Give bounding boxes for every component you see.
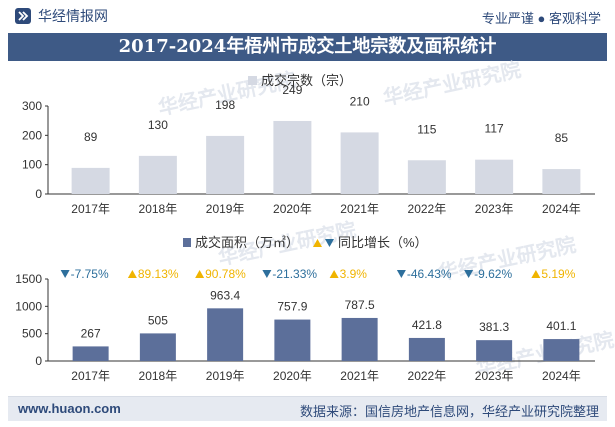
footer: www.huaon.com 数据来源：国信房地产信息网，华经产业研究院整理 bbox=[8, 396, 607, 421]
brand[interactable]: 华经情报网 bbox=[14, 7, 108, 25]
bar-parcels bbox=[542, 169, 581, 194]
data-label-parcels: 249 bbox=[282, 83, 302, 97]
y-tick-label: 1500 bbox=[15, 272, 42, 286]
x-tick-label: 2023年 bbox=[475, 202, 514, 216]
bar-parcels bbox=[138, 155, 177, 194]
data-label-parcels: 198 bbox=[215, 98, 235, 112]
x-tick-label: 2022年 bbox=[408, 369, 447, 383]
bar-area bbox=[72, 346, 109, 361]
bar-parcels bbox=[340, 132, 379, 194]
data-label-area: 963.4 bbox=[210, 288, 240, 302]
bar-parcels bbox=[475, 159, 514, 194]
growth-down-triangle-icon bbox=[396, 270, 406, 278]
legend-down-triangle-icon bbox=[325, 239, 334, 247]
x-tick-label: 2021年 bbox=[340, 369, 379, 383]
growth-label: 5.19% bbox=[541, 267, 575, 281]
growth-label: -21.33% bbox=[272, 267, 317, 281]
chart-land-parcels: 成交宗数（宗） 0 100 200 300 89 2017年 130 2018年 198 2019年… bbox=[22, 73, 595, 216]
growth-down-triangle-icon bbox=[60, 270, 70, 278]
x-tick-label: 2019年 bbox=[206, 369, 245, 383]
legend-swatch-area bbox=[183, 238, 191, 247]
x-tick-label: 2021年 bbox=[340, 202, 379, 216]
chart-land-area: 成交面积（万㎡） 同比增长（%） 0 500 1000 1500 267 2017年 -7.75… bbox=[15, 235, 595, 383]
x-tick-label: 2023年 bbox=[475, 369, 514, 383]
bar-area bbox=[476, 340, 513, 361]
y-tick-label: 500 bbox=[22, 327, 42, 341]
x-tick-label: 2022年 bbox=[408, 202, 447, 216]
bar-parcels bbox=[273, 120, 312, 194]
growth-up-triangle-icon bbox=[329, 270, 339, 278]
legend-up-triangle-icon bbox=[313, 239, 322, 247]
x-tick-label: 2017年 bbox=[71, 369, 110, 383]
y-tick-label: 0 bbox=[35, 187, 42, 201]
y-tick-label: 200 bbox=[22, 128, 42, 142]
bar-parcels bbox=[71, 167, 110, 194]
legend-label-area: 成交面积（万㎡） bbox=[195, 235, 299, 250]
x-tick-label: 2018年 bbox=[139, 369, 178, 383]
slogan: 专业严谨 ● 客观科学 bbox=[481, 11, 601, 26]
growth-label: 89.13% bbox=[138, 267, 179, 281]
x-tick-label: 2020年 bbox=[273, 369, 312, 383]
legend-swatch-parcels bbox=[248, 76, 257, 85]
data-label-parcels: 130 bbox=[148, 118, 168, 132]
data-label-area: 381.3 bbox=[479, 320, 509, 334]
bar-area bbox=[408, 337, 445, 361]
x-tick-label: 2024年 bbox=[542, 202, 581, 216]
bar-area bbox=[139, 333, 176, 361]
bar-area bbox=[274, 319, 311, 361]
x-tick-label: 2019年 bbox=[206, 202, 245, 216]
data-label-parcels: 85 bbox=[555, 131, 569, 145]
data-label-area: 757.9 bbox=[277, 300, 307, 314]
header-bar: 华经情报网 专业严谨 ● 客观科学 bbox=[0, 0, 615, 32]
growth-label: -9.62% bbox=[474, 267, 512, 281]
y-tick-label: 300 bbox=[22, 99, 42, 113]
data-label-area: 505 bbox=[148, 313, 168, 327]
growth-label: 3.9% bbox=[340, 267, 368, 281]
data-label-parcels: 115 bbox=[417, 122, 436, 136]
bar-area bbox=[207, 308, 244, 361]
bar-area bbox=[341, 317, 378, 361]
chart-title: 2017-2024年梧州市成交土地宗数及面积统计 bbox=[8, 33, 607, 61]
x-tick-label: 2024年 bbox=[542, 369, 581, 383]
charts-canvas: 华经产业研究院华经产业研究院华经产业研究院华经产业研究院华经产业研究院 成交宗数… bbox=[15, 57, 615, 383]
growth-up-triangle-icon bbox=[195, 270, 205, 278]
legend-label-parcels: 成交宗数（宗） bbox=[261, 73, 352, 88]
bar-area bbox=[543, 339, 580, 361]
growth-up-triangle-icon bbox=[531, 270, 541, 278]
x-tick-label: 2018年 bbox=[139, 202, 178, 216]
growth-down-triangle-icon bbox=[262, 270, 272, 278]
data-label-parcels: 89 bbox=[84, 130, 98, 144]
footer-source: 数据来源：国信房地产信息网，华经产业研究院整理 bbox=[299, 404, 599, 419]
x-tick-label: 2020年 bbox=[273, 202, 312, 216]
data-label-area: 787.5 bbox=[345, 298, 375, 312]
growth-down-triangle-icon bbox=[464, 270, 474, 278]
bar-parcels bbox=[407, 160, 446, 194]
legend-label-growth: 同比增长（%） bbox=[338, 235, 428, 250]
logo-icon bbox=[15, 8, 31, 24]
footer-website[interactable]: www.huaon.com bbox=[18, 401, 121, 416]
data-label-parcels: 210 bbox=[350, 94, 370, 108]
y-tick-label: 1000 bbox=[15, 299, 42, 313]
bar-parcels bbox=[206, 135, 245, 194]
watermark-text: 华经产业研究院 bbox=[381, 57, 523, 110]
growth-label: -46.43% bbox=[407, 267, 452, 281]
brand-name: 华经情报网 bbox=[38, 8, 108, 24]
y-tick-label: 0 bbox=[35, 354, 42, 368]
data-label-area: 421.8 bbox=[412, 318, 442, 332]
data-label-parcels: 117 bbox=[485, 122, 504, 136]
y-tick-label: 100 bbox=[22, 158, 42, 172]
growth-label: -7.75% bbox=[71, 267, 109, 281]
growth-up-triangle-icon bbox=[127, 270, 137, 278]
growth-label: 90.78% bbox=[205, 267, 246, 281]
data-label-area: 401.1 bbox=[546, 319, 576, 333]
data-label-area: 267 bbox=[81, 326, 101, 340]
x-tick-label: 2017年 bbox=[71, 202, 110, 216]
